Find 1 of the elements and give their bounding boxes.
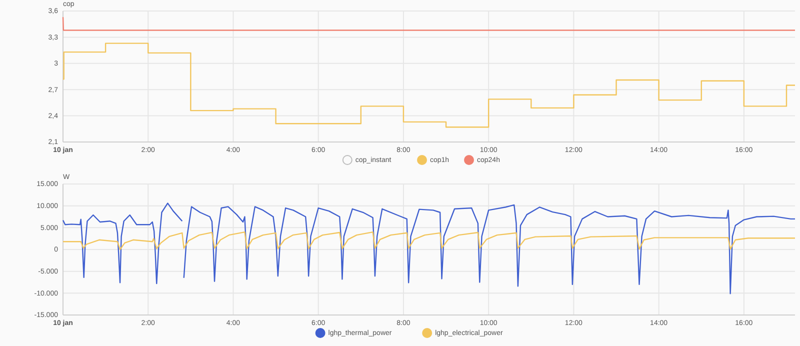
line-series xyxy=(62,231,796,250)
